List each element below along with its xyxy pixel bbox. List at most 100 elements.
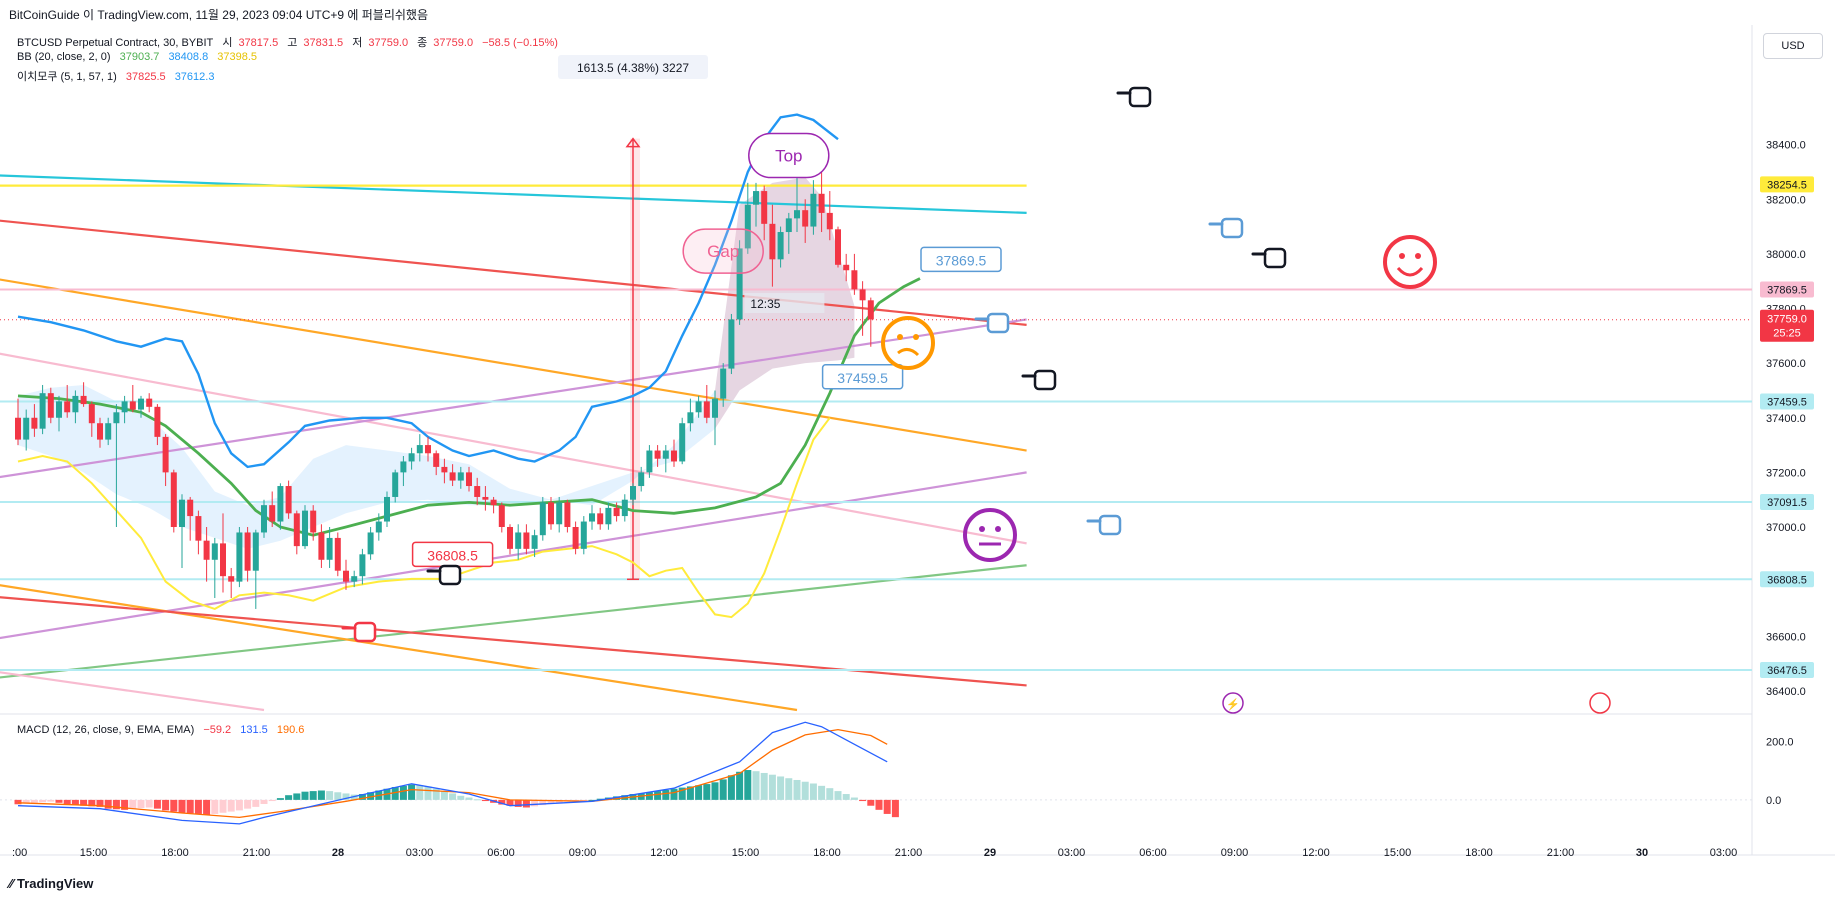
macd-histogram-bar bbox=[875, 799, 883, 810]
trend-line-8 bbox=[0, 584, 798, 712]
pointing-hand-icon bbox=[986, 312, 1010, 334]
candle bbox=[47, 393, 54, 418]
time-tick: 03:00 bbox=[1710, 847, 1738, 859]
macd-histogram-bar bbox=[818, 785, 826, 800]
price-axis-label-bg bbox=[1760, 661, 1814, 678]
macd-histogram-bar bbox=[121, 799, 129, 810]
price-axis-label-bg bbox=[1760, 571, 1814, 588]
candle bbox=[515, 532, 522, 549]
macd-legend[interactable]: MACD (12, 26, close, 9, EMA, EMA) −59.2 … bbox=[17, 724, 310, 736]
time-tick: 21:00 bbox=[1547, 847, 1575, 859]
macd-histogram-bar bbox=[30, 799, 38, 803]
ichimoku-value-1: 37825.5 bbox=[125, 71, 166, 83]
candle bbox=[138, 398, 144, 410]
candle bbox=[687, 412, 694, 424]
macd-histogram-bar bbox=[777, 776, 785, 800]
macd-histogram-bar bbox=[63, 799, 71, 804]
macd-histogram-bar bbox=[768, 774, 776, 800]
candle bbox=[80, 395, 87, 405]
candle bbox=[318, 532, 325, 560]
macd-histogram-bar bbox=[309, 791, 317, 800]
ichimoku-legend[interactable]: 이치모쿠 (5, 1, 57, 1) 37825.5 37612.3 bbox=[17, 68, 220, 84]
macd-histogram-bar bbox=[580, 799, 588, 801]
candle bbox=[548, 502, 554, 525]
time-tick: 18:00 bbox=[161, 847, 189, 859]
macd-histogram-bar bbox=[276, 798, 284, 800]
price-axis-label: 38254.5 bbox=[1767, 179, 1807, 191]
symbol-legend[interactable]: BTCUSD Perpetual Contract, 30, BYBIT 시 37… bbox=[17, 34, 564, 50]
measure-arrow bbox=[625, 137, 641, 148]
macd-line bbox=[17, 721, 888, 825]
macd-tick: 0.0 bbox=[1766, 795, 1781, 807]
trend-line-10 bbox=[0, 671, 265, 712]
candle bbox=[293, 513, 300, 547]
last-price-countdown: 25:25 bbox=[1773, 328, 1801, 340]
macd-histogram-bar bbox=[711, 782, 719, 800]
bb-legend[interactable]: BB (20, close, 2, 0) 37903.7 38408.8 373… bbox=[17, 51, 263, 63]
bb-upper-line bbox=[17, 113, 839, 469]
macd-histogram-bar bbox=[170, 799, 178, 812]
candle bbox=[179, 499, 185, 528]
macd-histogram-bar bbox=[285, 795, 293, 800]
macd-histogram-bar bbox=[350, 794, 358, 800]
candle bbox=[195, 516, 202, 541]
price-tick: 37200.0 bbox=[1766, 467, 1806, 479]
candle bbox=[474, 486, 481, 497]
candle bbox=[703, 401, 710, 418]
neutral-face-icon bbox=[963, 508, 1017, 562]
pointing-hand-icon bbox=[1033, 369, 1057, 391]
macd-histogram-bar bbox=[211, 799, 219, 814]
macd-histogram-bar bbox=[424, 786, 432, 800]
candle bbox=[433, 453, 440, 467]
time-tick: 21:00 bbox=[243, 847, 271, 859]
currency-button[interactable]: USD bbox=[1763, 33, 1823, 59]
macd-histogram-bar bbox=[186, 799, 194, 814]
macd-histogram-bar bbox=[334, 792, 342, 800]
candle bbox=[121, 401, 128, 413]
us-flag-event-icon bbox=[1589, 692, 1611, 714]
bb-lower-line bbox=[17, 417, 831, 619]
time-tick: 09:00 bbox=[1221, 847, 1249, 859]
price-tick: 38400.0 bbox=[1766, 140, 1806, 152]
macd-signal-line bbox=[17, 728, 888, 819]
candle bbox=[416, 445, 423, 454]
candle bbox=[187, 499, 194, 517]
candle bbox=[785, 218, 792, 233]
dizzy-face-icon-eye-left bbox=[897, 334, 903, 340]
macd-histogram-bar bbox=[22, 799, 30, 804]
dizzy-face-icon-mouth bbox=[897, 348, 920, 357]
candle bbox=[654, 450, 661, 459]
macd-histogram-bar bbox=[137, 799, 145, 809]
candle bbox=[392, 472, 399, 497]
candle bbox=[605, 507, 612, 525]
time-tick: 12:00 bbox=[650, 847, 678, 859]
time-tick: 29 bbox=[984, 847, 996, 859]
candle bbox=[244, 532, 251, 571]
macd-histogram-bar bbox=[244, 799, 252, 809]
candle bbox=[728, 319, 735, 369]
macd-histogram-bar bbox=[293, 793, 301, 800]
last-price-label: 37759.0 bbox=[1767, 314, 1807, 326]
macd-histogram-bar bbox=[727, 775, 735, 800]
price-tick: 36400.0 bbox=[1766, 686, 1806, 698]
bb-upper-value: 38408.8 bbox=[168, 51, 209, 63]
price-callout-4: 37459.5 bbox=[837, 370, 888, 386]
macd-histogram-bar bbox=[695, 785, 703, 800]
happy-face-icon-eye-left bbox=[1399, 253, 1405, 259]
trend-line-0 bbox=[0, 174, 1027, 215]
macd-histogram-bar bbox=[522, 799, 530, 808]
macd-histogram-bar bbox=[498, 799, 506, 805]
macd-histogram-bar bbox=[14, 799, 22, 805]
price-axis-label-bg bbox=[1760, 494, 1814, 511]
macd-histogram-bar bbox=[654, 791, 662, 800]
candle bbox=[449, 472, 456, 481]
macd-histogram-bar bbox=[301, 791, 309, 800]
macd-histogram-bar bbox=[96, 799, 104, 807]
macd-histogram-bar bbox=[457, 795, 465, 800]
candle bbox=[523, 532, 530, 549]
macd-histogram-bar bbox=[317, 790, 325, 800]
candle bbox=[15, 417, 21, 440]
candle bbox=[457, 472, 464, 481]
close-label: 종 bbox=[417, 37, 428, 49]
